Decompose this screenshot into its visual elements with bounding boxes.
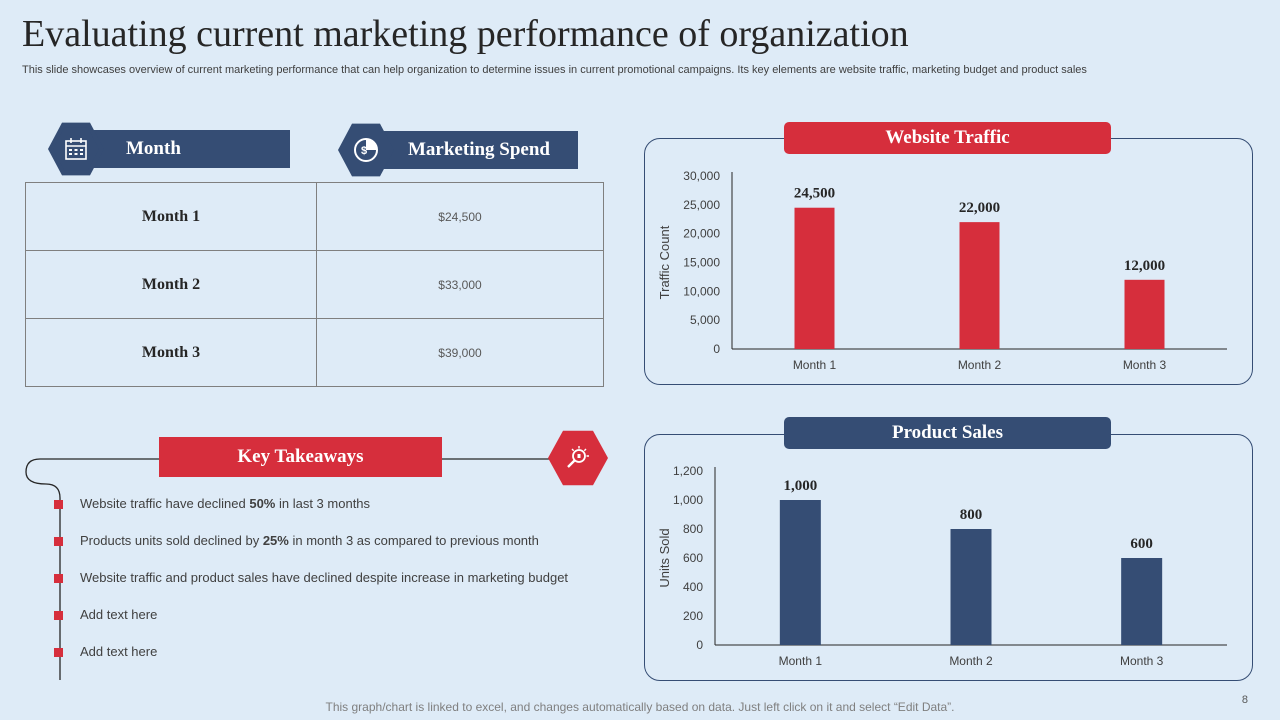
data-label: 24,500 — [794, 186, 835, 202]
y-tick-label: 800 — [683, 522, 703, 536]
data-label: 12,000 — [1124, 258, 1165, 274]
list-item: Website traffic and product sales have d… — [52, 570, 568, 607]
y-tick-label: 5,000 — [690, 313, 720, 327]
calendar-icon — [65, 138, 87, 160]
x-tick-label: Month 1 — [793, 358, 837, 372]
month-hex-badge — [48, 122, 104, 176]
takeaway-text: Add text here — [80, 607, 158, 622]
page-number: 8 — [1241, 694, 1248, 706]
y-tick-label: 0 — [713, 342, 720, 356]
bar — [794, 207, 835, 349]
month-header: Month — [92, 130, 290, 168]
takeaway-text: Add text here — [80, 644, 158, 659]
x-tick-label: Month 3 — [1120, 654, 1164, 668]
y-tick-label: 1,000 — [673, 493, 703, 507]
website-traffic-chart: 0 5,000 10,000 15,000 20,000 25,000 30,000 Traf… — [657, 169, 1227, 372]
spend-header: Marketing Spend — [384, 131, 578, 169]
takeaways-list: Website traffic have declined 50% in las… — [52, 496, 568, 681]
spend-hex-badge: $ — [338, 123, 394, 177]
table-row: Month 1 $24,500 — [25, 182, 604, 251]
list-item: Products units sold declined by 25% in m… — [52, 533, 568, 570]
table-row: Month 3 $39,000 — [25, 318, 604, 387]
bar — [779, 500, 821, 645]
bullet-square — [54, 574, 63, 583]
month-cell: Month 2 — [25, 250, 317, 319]
footer-note: This graph/chart is linked to excel, and… — [325, 700, 955, 714]
spend-cell: $24,500 — [316, 182, 604, 251]
data-label: 22,000 — [959, 200, 1000, 216]
money-pie-icon: $ — [354, 138, 378, 162]
x-tick-label: Month 3 — [1123, 358, 1167, 372]
list-item: Add text here — [52, 607, 568, 644]
takeaways-connector — [25, 458, 550, 680]
data-label: 1,000 — [783, 478, 817, 494]
month-header-label: Month — [126, 138, 181, 159]
key-takeaways-title: Key Takeaways — [159, 437, 442, 477]
y-axis-title: Units Sold — [657, 528, 672, 587]
y-tick-label: 1,200 — [673, 464, 703, 478]
page-title: Evaluating current marketing performance… — [22, 13, 909, 55]
idea-search-icon — [567, 446, 589, 468]
data-label: 600 — [1130, 536, 1153, 552]
bar — [1121, 558, 1163, 645]
y-tick-label: 25,000 — [683, 198, 720, 212]
x-tick-label: Month 2 — [958, 358, 1002, 372]
y-tick-label: 600 — [683, 551, 703, 565]
spend-cell: $39,000 — [316, 318, 604, 387]
page-subtitle: This slide showcases overview of current… — [22, 64, 1087, 76]
x-tick-label: Month 2 — [949, 654, 993, 668]
product-sales-panel: 0 200 400 600 800 1,000 1,200 Units Sold 1,000 Mo… — [644, 434, 1253, 681]
takeaway-text: Website traffic and product sales have d… — [80, 570, 569, 585]
y-axis-title: Traffic Count — [657, 225, 672, 299]
y-tick-label: 30,000 — [683, 169, 720, 183]
website-traffic-title: Website Traffic — [784, 122, 1111, 154]
spend-header-label: Marketing Spend — [408, 139, 550, 160]
bullet-square — [54, 648, 63, 657]
y-tick-label: 10,000 — [683, 284, 720, 298]
month-cell: Month 3 — [25, 318, 317, 387]
bar — [959, 222, 1000, 349]
marketing-spend-table: Month 1 $24,500 Month 2 $33,000 Month 3 … — [25, 182, 604, 387]
product-sales-chart: 0 200 400 600 800 1,000 1,200 Units Sold 1,000 Mo… — [657, 464, 1227, 668]
website-traffic-panel: 0 5,000 10,000 15,000 20,000 25,000 30,000 Traf… — [644, 138, 1253, 385]
svg-text:$: $ — [361, 145, 367, 157]
spend-cell: $33,000 — [316, 250, 604, 319]
bullet-square — [54, 537, 63, 546]
y-tick-label: 0 — [696, 638, 703, 652]
data-label: 800 — [960, 507, 983, 523]
takeaway-text: Website traffic have declined 50% in las… — [80, 496, 371, 511]
product-sales-title: Product Sales — [784, 417, 1111, 449]
y-tick-label: 200 — [683, 609, 703, 623]
table-row: Month 2 $33,000 — [25, 250, 604, 319]
y-tick-label: 400 — [683, 580, 703, 594]
month-cell: Month 1 — [25, 182, 317, 251]
bullet-square — [54, 611, 63, 620]
takeaway-text: Products units sold declined by 25% in m… — [80, 533, 539, 548]
bar — [950, 529, 992, 645]
list-item: Add text here — [52, 644, 568, 681]
bullet-square — [54, 500, 63, 509]
bar — [1124, 279, 1165, 349]
x-tick-label: Month 1 — [779, 654, 823, 668]
y-tick-label: 15,000 — [683, 256, 720, 270]
list-item: Website traffic have declined 50% in las… — [52, 496, 568, 533]
y-tick-label: 20,000 — [683, 227, 720, 241]
